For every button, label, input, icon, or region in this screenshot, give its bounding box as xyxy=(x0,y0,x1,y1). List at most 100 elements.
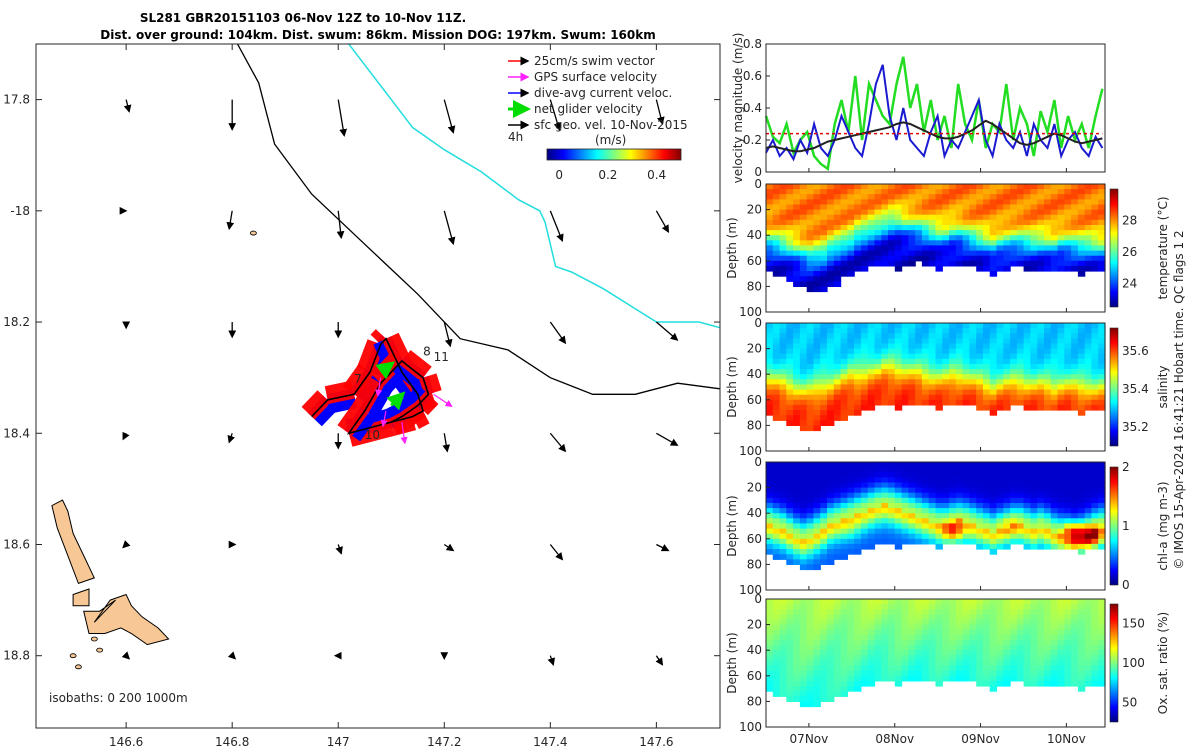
section-cell xyxy=(955,260,964,267)
section-cell xyxy=(1016,219,1025,226)
section-cell xyxy=(847,655,855,661)
section-cell xyxy=(1050,609,1059,615)
section-cell xyxy=(1071,194,1079,200)
section-cell xyxy=(949,369,957,375)
section-cell xyxy=(813,369,821,375)
section-cell xyxy=(1071,492,1079,499)
section-cell xyxy=(860,364,869,370)
section-cell xyxy=(766,686,774,692)
section-cell xyxy=(955,462,964,468)
section-cell xyxy=(915,492,923,499)
section-cell xyxy=(1084,219,1093,226)
section-cell xyxy=(955,333,964,339)
section-cell xyxy=(793,333,801,339)
section-cell xyxy=(1057,614,1065,621)
section-cell xyxy=(908,645,916,651)
section-cell xyxy=(799,604,808,610)
section-cell xyxy=(820,640,828,646)
section-cell xyxy=(874,379,882,385)
section-cell xyxy=(908,379,916,385)
section-cell xyxy=(793,204,801,211)
section-cell xyxy=(1016,467,1025,473)
section-cell xyxy=(779,399,787,406)
section-cell xyxy=(928,389,937,396)
section-cell xyxy=(813,482,821,489)
section-cell xyxy=(840,333,848,339)
section-cell xyxy=(766,549,774,555)
section-cell xyxy=(1077,260,1086,267)
section-cell xyxy=(840,492,848,499)
section-cell xyxy=(881,645,889,651)
section-cell xyxy=(901,394,909,401)
section-cell xyxy=(915,508,923,514)
section-cell xyxy=(793,634,801,641)
section-cell xyxy=(962,369,970,375)
section-cell xyxy=(1064,399,1072,406)
section-cell xyxy=(996,333,1004,339)
section-cell xyxy=(847,533,855,540)
section-cell xyxy=(799,394,808,401)
section-cell xyxy=(874,358,882,365)
section-cell xyxy=(935,518,943,524)
section-cell xyxy=(996,665,1004,672)
section-cell xyxy=(766,614,774,621)
section-cell xyxy=(860,640,869,646)
section-cell xyxy=(894,323,903,329)
section-cell xyxy=(1071,503,1079,509)
section-cell xyxy=(1016,209,1025,216)
section-cell xyxy=(1010,508,1018,514)
section-cell xyxy=(908,374,916,380)
section-cell xyxy=(793,420,801,426)
section-cell xyxy=(766,353,774,360)
section-cell xyxy=(901,619,909,626)
section-cell xyxy=(976,619,984,626)
section-cell xyxy=(772,660,781,667)
section-cell xyxy=(969,487,977,494)
section-cell xyxy=(1030,645,1038,651)
section-cell xyxy=(1003,609,1011,615)
section-cell xyxy=(969,384,977,391)
section-cell xyxy=(867,528,876,535)
section-cell xyxy=(1084,199,1093,206)
section-cell xyxy=(786,533,794,540)
section-cell xyxy=(881,492,889,499)
section-cell xyxy=(840,538,848,545)
section-cell xyxy=(1010,348,1018,355)
section-cell xyxy=(1077,680,1086,687)
section-cell xyxy=(1016,255,1025,262)
section-cell xyxy=(827,333,835,339)
section-cell xyxy=(1071,250,1079,257)
swim-vectors xyxy=(352,376,385,414)
section-cell xyxy=(989,462,998,468)
section-cell xyxy=(1098,670,1106,677)
section-cell xyxy=(1057,384,1065,391)
section-cell xyxy=(942,503,950,509)
section-cell xyxy=(1023,399,1031,406)
section-cell xyxy=(1037,219,1045,226)
section-cell xyxy=(1057,533,1065,540)
section-cell xyxy=(854,374,862,380)
section-cell xyxy=(1098,503,1106,509)
section-cell xyxy=(860,675,869,682)
section-cell xyxy=(1044,353,1052,360)
section-cell xyxy=(874,518,882,524)
section-cell xyxy=(881,472,889,478)
section-cell xyxy=(766,599,774,605)
section-cell xyxy=(1057,199,1065,206)
section-cell xyxy=(827,245,835,252)
section-cell xyxy=(840,554,848,560)
section-cell xyxy=(1077,503,1086,509)
section-cell xyxy=(813,410,821,416)
section-cell xyxy=(1023,482,1031,489)
section-cell xyxy=(1016,675,1025,682)
section-cell xyxy=(860,497,869,504)
section-cell xyxy=(962,640,970,646)
section-cell xyxy=(799,492,808,499)
section-cell xyxy=(1010,384,1018,391)
section-cell xyxy=(820,482,828,489)
section-cell xyxy=(881,333,889,339)
section-cell xyxy=(793,686,801,692)
section-cell xyxy=(854,655,862,661)
section-cell xyxy=(786,604,794,610)
section-cell xyxy=(1098,513,1106,519)
